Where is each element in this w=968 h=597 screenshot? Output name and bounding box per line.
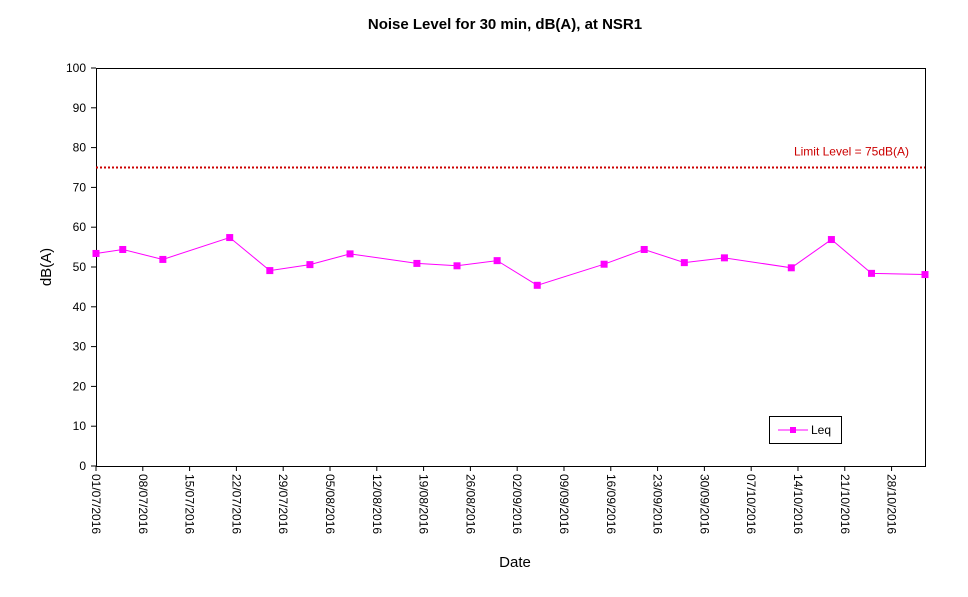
data-point	[921, 271, 929, 279]
data-point	[600, 260, 608, 268]
x-tick-label: 21/10/2016	[838, 474, 852, 534]
y-tick-label: 50	[73, 260, 87, 274]
x-tick-label: 12/08/2016	[370, 474, 384, 534]
chart-title: Noise Level for 30 min, dB(A), at NSR1	[368, 16, 642, 33]
x-tick-label: 05/08/2016	[323, 474, 337, 534]
x-tick-label: 08/07/2016	[136, 474, 150, 534]
x-tick-label: 02/09/2016	[510, 474, 524, 534]
data-point	[226, 234, 234, 242]
y-tick-label: 80	[73, 141, 87, 155]
data-point	[413, 259, 421, 267]
x-axis: 01/07/2016 08/07/2016 15/07/2016 22/07/2016…	[89, 466, 899, 534]
x-tick-label: 01/07/2016	[89, 474, 103, 534]
y-axis: 0 10 20 30 40 50 60 70 80 90 100	[66, 61, 96, 473]
x-tick-label: 28/10/2016	[885, 474, 899, 534]
data-point	[868, 269, 876, 277]
plot-area	[96, 68, 926, 467]
data-point	[119, 245, 127, 253]
data-point	[640, 245, 648, 253]
legend-box	[769, 416, 842, 444]
data-point	[159, 255, 167, 263]
data-point	[92, 249, 100, 257]
y-tick-label: 30	[73, 340, 87, 354]
data-point	[266, 267, 274, 275]
x-tick-label: 16/09/2016	[604, 474, 618, 534]
x-tick-label: 23/09/2016	[651, 474, 665, 534]
series-layer	[92, 234, 929, 289]
y-tick-label: 10	[73, 419, 87, 433]
x-tick-label: 09/09/2016	[557, 474, 571, 534]
data-point	[680, 259, 688, 267]
data-point	[306, 261, 314, 269]
reference-lines: Limit Level = 75dB(A)	[96, 145, 925, 169]
x-tick-label: 30/09/2016	[697, 474, 711, 534]
data-point	[787, 264, 795, 272]
x-axis-title: Date	[499, 554, 531, 571]
y-tick-label: 0	[79, 459, 86, 473]
x-tick-label: 29/07/2016	[276, 474, 290, 534]
x-tick-label: 15/07/2016	[183, 474, 197, 534]
data-point	[533, 281, 541, 289]
x-tick-label: 19/08/2016	[417, 474, 431, 534]
x-tick-label: 14/10/2016	[791, 474, 805, 534]
y-tick-label: 100	[66, 61, 86, 75]
x-tick-label: 07/10/2016	[744, 474, 758, 534]
y-tick-label: 20	[73, 379, 87, 393]
data-point	[720, 254, 728, 262]
data-point	[346, 250, 354, 258]
y-tick-label: 60	[73, 220, 87, 234]
data-point	[827, 236, 835, 244]
data-point	[493, 257, 501, 265]
legend: Leq	[769, 416, 842, 444]
x-tick-label: 22/07/2016	[229, 474, 243, 534]
y-tick-label: 40	[73, 300, 87, 314]
legend-marker	[790, 427, 796, 433]
x-tick-label: 26/08/2016	[463, 474, 477, 534]
y-axis-title: dB(A)	[38, 248, 55, 286]
legend-label: Leq	[811, 423, 831, 437]
data-point	[453, 262, 461, 270]
y-tick-label: 90	[73, 101, 87, 115]
y-tick-label: 70	[73, 180, 87, 194]
limit-label: Limit Level = 75dB(A)	[794, 145, 909, 159]
